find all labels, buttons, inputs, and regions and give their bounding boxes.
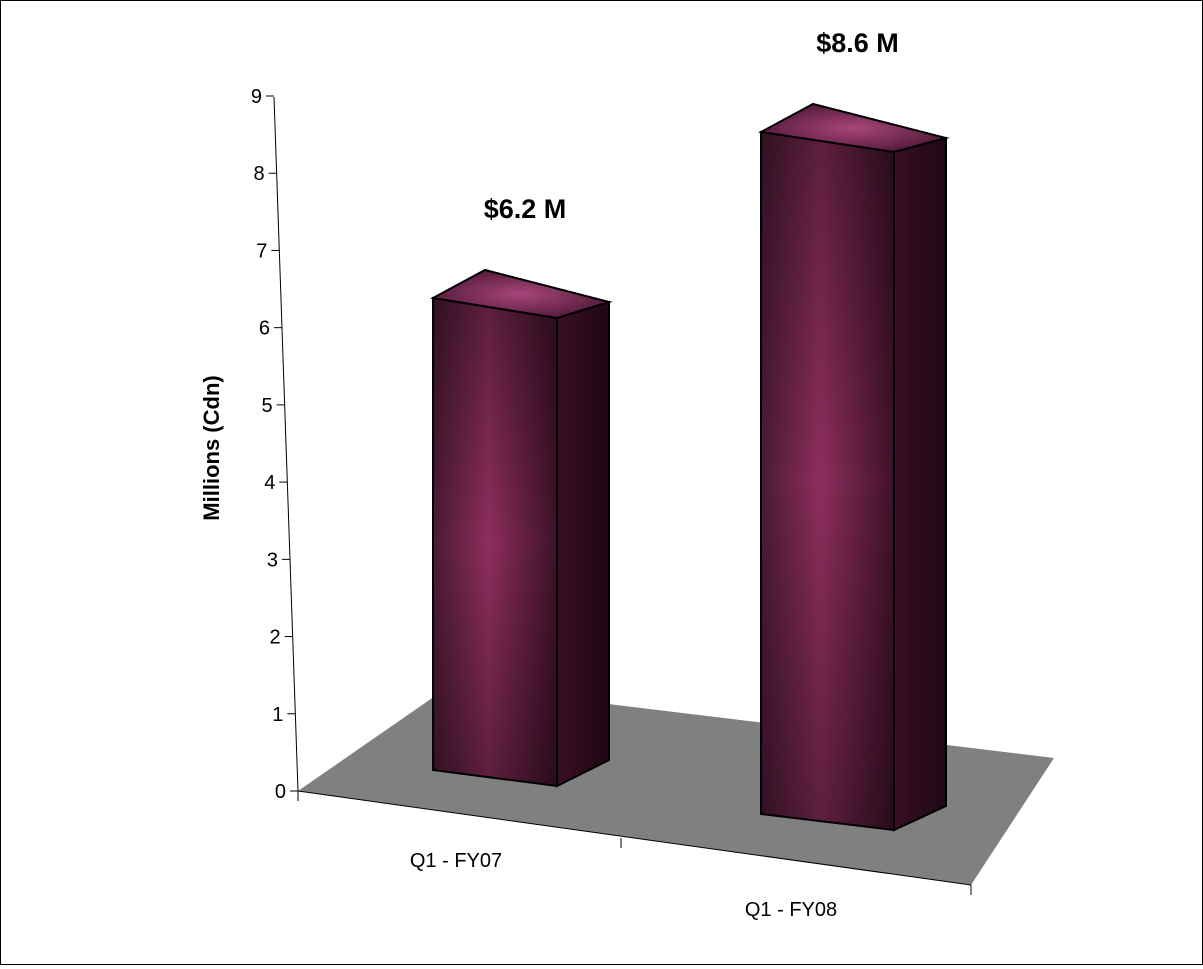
y-tick-label: 3 [267,549,278,571]
y-axis-title: Millions (Cdn) [199,375,224,520]
bars: $6.2 M $8.6 M [429,28,950,832]
bar-shading [761,132,894,830]
x-axis-labels: Q1 - FY07 Q1 - FY08 [410,850,837,921]
y-tick-label: 2 [270,627,281,649]
y-axis-ticks: 0 1 2 3 4 5 6 7 8 9 [251,86,972,895]
y-tick-label: 5 [262,395,273,417]
x-tick-label: Q1 - FY07 [410,850,502,872]
y-tick-label: 4 [264,472,275,494]
bar-top [757,102,950,154]
x-tick-label: Q1 - FY08 [745,899,837,921]
bar-shading [433,298,557,786]
y-tick-label: 9 [251,86,262,108]
y-axis-line [273,96,299,792]
bar-data-label: $6.2 M [484,194,567,224]
bar [429,268,613,788]
bar-side [893,136,947,832]
y-tick-label: 1 [272,704,283,726]
y-tick-label: 8 [254,163,265,185]
bar-top [429,268,613,320]
x-axis-line [297,790,972,886]
y-tick-label: 6 [259,318,270,340]
y-tick-label: 7 [256,240,267,262]
bar [757,102,950,832]
bar-side [556,300,610,788]
bar-data-label: $8.6 M [816,28,899,58]
y-tick-label: 0 [275,781,286,803]
